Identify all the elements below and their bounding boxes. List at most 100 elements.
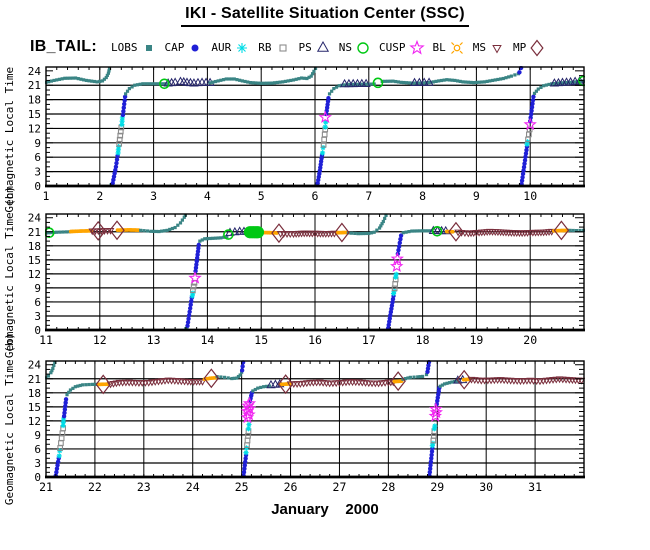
svg-text:8: 8	[419, 189, 426, 203]
svg-text:12: 12	[28, 268, 41, 281]
panel-2-data	[45, 213, 585, 331]
svg-text:19: 19	[469, 333, 483, 347]
legend-item-NS: NS	[339, 37, 372, 57]
svg-text:21: 21	[28, 79, 41, 92]
svg-text:3: 3	[34, 457, 41, 470]
svg-text:18: 18	[28, 387, 41, 400]
svg-text:22: 22	[88, 480, 102, 494]
panel-1-y-axis-title: Geomagnetic Local Time (h)	[3, 58, 16, 213]
svg-text:3: 3	[34, 310, 41, 323]
svg-text:15: 15	[28, 108, 41, 121]
cap-symbol-icon	[191, 44, 199, 52]
svg-text:23: 23	[137, 480, 151, 494]
svg-text:27: 27	[333, 480, 347, 494]
svg-text:5: 5	[258, 189, 265, 203]
svg-text:21: 21	[28, 373, 41, 386]
svg-text:12: 12	[28, 122, 41, 135]
svg-text:1: 1	[43, 189, 50, 203]
svg-text:15: 15	[28, 254, 41, 267]
svg-text:15: 15	[28, 401, 41, 414]
svg-text:12: 12	[28, 415, 41, 428]
page-title-row: IKI - Satellite Situation Center (SSC)	[0, 5, 650, 27]
legend: IB_TAIL: LOBS CAP AUR RB PS NS CUSP BL MS MP	[30, 36, 553, 58]
svg-text:10: 10	[523, 189, 537, 203]
svg-text:31: 31	[528, 480, 542, 494]
svg-text:29: 29	[430, 480, 444, 494]
legend-item-MP: MP	[513, 37, 546, 57]
svg-text:21: 21	[39, 480, 53, 494]
svg-text:2: 2	[96, 189, 103, 203]
svg-text:0: 0	[34, 180, 41, 193]
legend-item-LOBS-label: LOBS	[111, 40, 138, 54]
legend-item-NS-label: NS	[338, 40, 352, 54]
svg-text:24: 24	[28, 212, 42, 225]
svg-text:14: 14	[200, 333, 214, 347]
legend-item-AUR: AUR	[211, 37, 251, 57]
panel-3-grid	[46, 361, 584, 477]
svg-text:25: 25	[235, 480, 249, 494]
svg-text:20: 20	[523, 333, 537, 347]
svg-text:9: 9	[34, 429, 41, 442]
svg-text:28: 28	[381, 480, 395, 494]
ps-symbol-icon	[316, 40, 329, 52]
svg-text:13: 13	[147, 333, 161, 347]
svg-text:24: 24	[28, 65, 42, 78]
legend-item-CAP: CAP	[165, 37, 205, 57]
legend-item-MS-label: MS	[472, 40, 486, 54]
panel-1-axis	[45, 66, 585, 188]
legend-item-CUSP-label: CUSP	[379, 40, 406, 54]
svg-text:24: 24	[28, 359, 42, 372]
svg-text:7: 7	[365, 189, 372, 203]
legend-item-CUSP: CUSP	[379, 37, 426, 57]
svg-text:6: 6	[34, 151, 41, 164]
panel-3-data	[45, 360, 585, 478]
legend-item-RB-label: RB	[258, 40, 272, 54]
svg-text:26: 26	[284, 480, 298, 494]
panel-2-y-axis-title: Geomagnetic Local Time (h)	[3, 186, 16, 358]
svg-text:18: 18	[28, 94, 41, 107]
legend-item-PS-label: PS	[298, 40, 312, 54]
svg-text:9: 9	[34, 137, 41, 150]
cusp-symbol-icon	[408, 39, 425, 55]
legend-item-PS: PS	[299, 37, 332, 57]
aur-symbol-icon	[237, 43, 248, 53]
legend-item-MP-label: MP	[513, 40, 527, 54]
page-title: IKI - Satellite Situation Center (SSC)	[181, 5, 469, 27]
panel-3-axis	[45, 360, 585, 479]
ms-symbol-icon	[492, 45, 502, 54]
svg-text:18: 18	[416, 333, 430, 347]
svg-text:24: 24	[186, 480, 200, 494]
svg-text:9: 9	[34, 282, 41, 295]
svg-text:6: 6	[34, 296, 41, 309]
svg-text:6: 6	[312, 189, 319, 203]
svg-text:6: 6	[34, 443, 41, 456]
svg-text:4: 4	[204, 189, 211, 203]
svg-text:17: 17	[362, 333, 376, 347]
legend-items: LOBS CAP AUR RB PS NS CUSP BL MS MP	[111, 37, 553, 57]
svg-text:21: 21	[28, 226, 41, 239]
svg-text:18: 18	[28, 240, 41, 253]
panel-1-data	[45, 66, 585, 187]
legend-item-MS: MS	[473, 37, 506, 57]
panel-3-y-axis-title: Geomagnetic Local Time (h)	[3, 333, 16, 505]
panel-2-axis	[45, 213, 585, 332]
svg-text:12: 12	[93, 333, 107, 347]
svg-text:11: 11	[39, 333, 53, 347]
mp-symbol-icon	[530, 39, 544, 57]
legend-item-CAP-label: CAP	[164, 40, 185, 54]
svg-text:16: 16	[308, 333, 322, 347]
bl-symbol-icon	[450, 42, 463, 54]
legend-item-RB: RB	[258, 37, 291, 57]
svg-text:0: 0	[34, 324, 41, 337]
x-axis-title: January 2000	[271, 501, 379, 518]
svg-text:15: 15	[254, 333, 268, 347]
legend-label: IB_TAIL:	[30, 38, 97, 55]
panel-1-grid	[46, 67, 584, 186]
